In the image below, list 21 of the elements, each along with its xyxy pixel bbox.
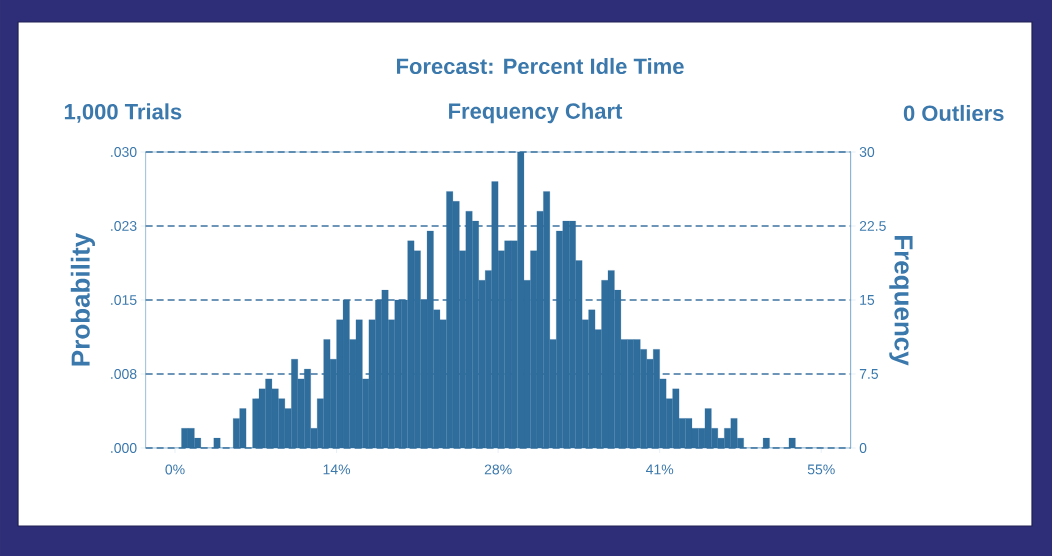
text: 0 Outliers: [903, 104, 1004, 122]
y-tick-label: .000: [111, 443, 137, 453]
y2-tick-label: 22.5: [859, 221, 886, 231]
x-tick-label: 14%: [323, 464, 351, 475]
y-tick-label: .023: [111, 221, 137, 231]
chart-subtitle: Frequency Chart: [449, 102, 623, 124]
x-tick-label: 41%: [645, 464, 674, 475]
x-tick-label: 28%: [484, 464, 512, 475]
y2-axis-title: Frequency: [889, 235, 913, 366]
text: 1,000 Trials: [64, 103, 182, 123]
y2-tick-label: 30: [859, 147, 875, 157]
x-tick-label: 55%: [807, 464, 835, 475]
y-tick-label: .015: [111, 295, 137, 305]
y2-tick-label: 7.5: [859, 369, 879, 379]
y-tick-label: .008: [111, 369, 137, 379]
x-tick-label: 0%: [165, 464, 185, 475]
y2-tick-label: 0: [859, 443, 867, 453]
chart-title: Forecast: Percent Idle Time: [397, 57, 684, 75]
y2-tick-label: 15: [860, 295, 875, 305]
y-tick-label: .030: [111, 147, 137, 157]
y-axis-title: Probability: [70, 232, 95, 366]
